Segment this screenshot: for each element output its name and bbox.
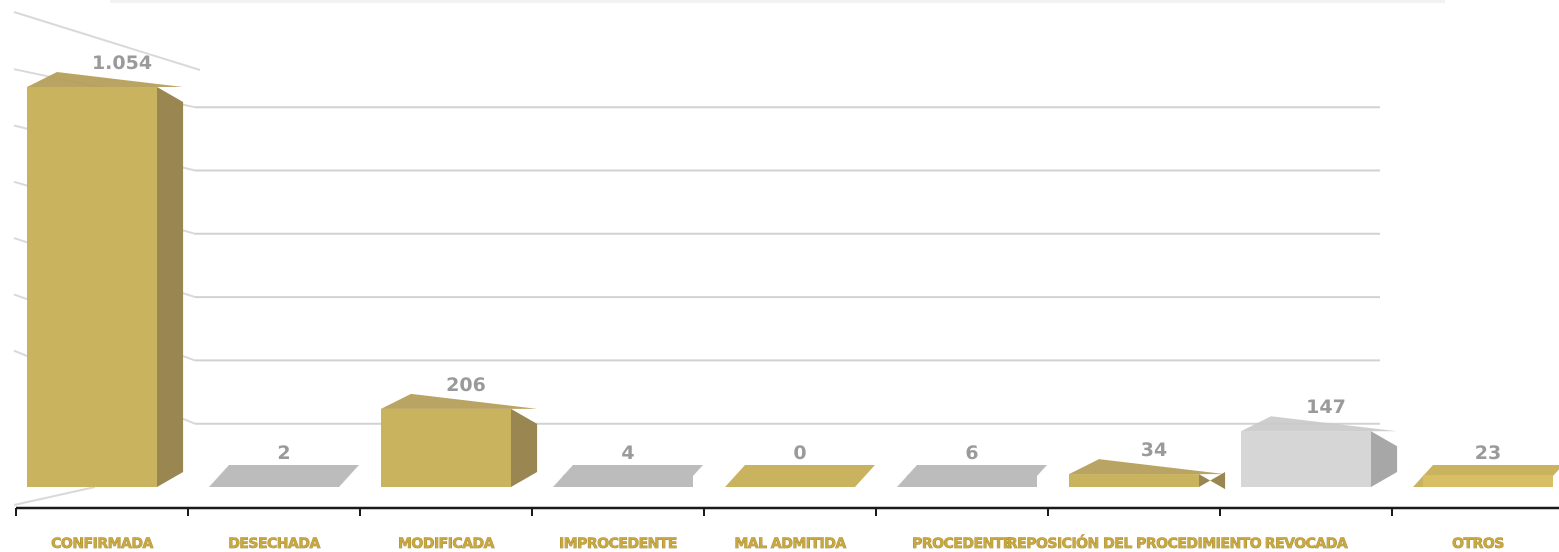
bar [27, 72, 184, 487]
bar-top [725, 465, 875, 487]
data-label: 23 [1475, 442, 1501, 464]
bar-side [1371, 431, 1398, 487]
x-axis [15, 506, 1559, 516]
floor-edge [13, 486, 96, 506]
gridline-side [13, 11, 201, 71]
x-tick-label: OTROS [1452, 536, 1504, 552]
data-label: 0 [793, 442, 806, 464]
bar [1413, 465, 1559, 487]
data-label: 6 [965, 442, 978, 464]
x-tick-label: MAL ADMITIDA [734, 536, 846, 552]
bar-front [27, 87, 157, 487]
bar-side [157, 87, 184, 487]
bar-front [1241, 431, 1371, 487]
chart-top-border [110, 0, 1445, 3]
bar-top [1069, 459, 1226, 475]
bar-front [563, 475, 693, 487]
x-tick-label: DESECHADA [228, 536, 320, 552]
bar-side [1199, 472, 1226, 490]
bar-top [209, 465, 359, 487]
bars-layer [27, 72, 1559, 490]
x-tick-label: REVOCADA [1265, 536, 1348, 552]
data-label: 4 [621, 442, 634, 464]
x-tick-label: MODIFICADA [398, 536, 495, 552]
data-label: 206 [446, 374, 486, 396]
data-label: 1.054 [92, 52, 152, 74]
x-tick-label: IMPROCEDENTE [559, 536, 677, 552]
bar-top [1241, 416, 1398, 432]
bar-top [27, 72, 184, 87]
x-tick-label: REPOSICIÓN DEL PROCEDIMIENTO [1007, 534, 1262, 552]
x-tick-label: PROCEDENTE [912, 536, 1012, 552]
bar-front [907, 475, 1037, 487]
data-label: 147 [1306, 396, 1346, 418]
bar-front [1069, 474, 1199, 487]
data-label: 34 [1141, 439, 1167, 461]
grid-layer [13, 11, 1380, 506]
labels-layer: 1.054 CONFIRMADA 2 DESECHADA 206 MODIFICADA 4 I… [51, 51, 1505, 552]
x-tick-label: CONFIRMADA [51, 536, 153, 552]
bar-front [381, 408, 511, 487]
bar [1241, 416, 1398, 487]
bar [553, 465, 703, 487]
data-label: 2 [277, 442, 290, 464]
bar [209, 465, 359, 487]
bar [897, 465, 1047, 487]
bar-side [511, 408, 538, 487]
bar-top [381, 393, 538, 409]
bar-front [1423, 475, 1553, 487]
bar [1069, 459, 1226, 490]
bar [381, 393, 538, 487]
bar [725, 465, 875, 487]
